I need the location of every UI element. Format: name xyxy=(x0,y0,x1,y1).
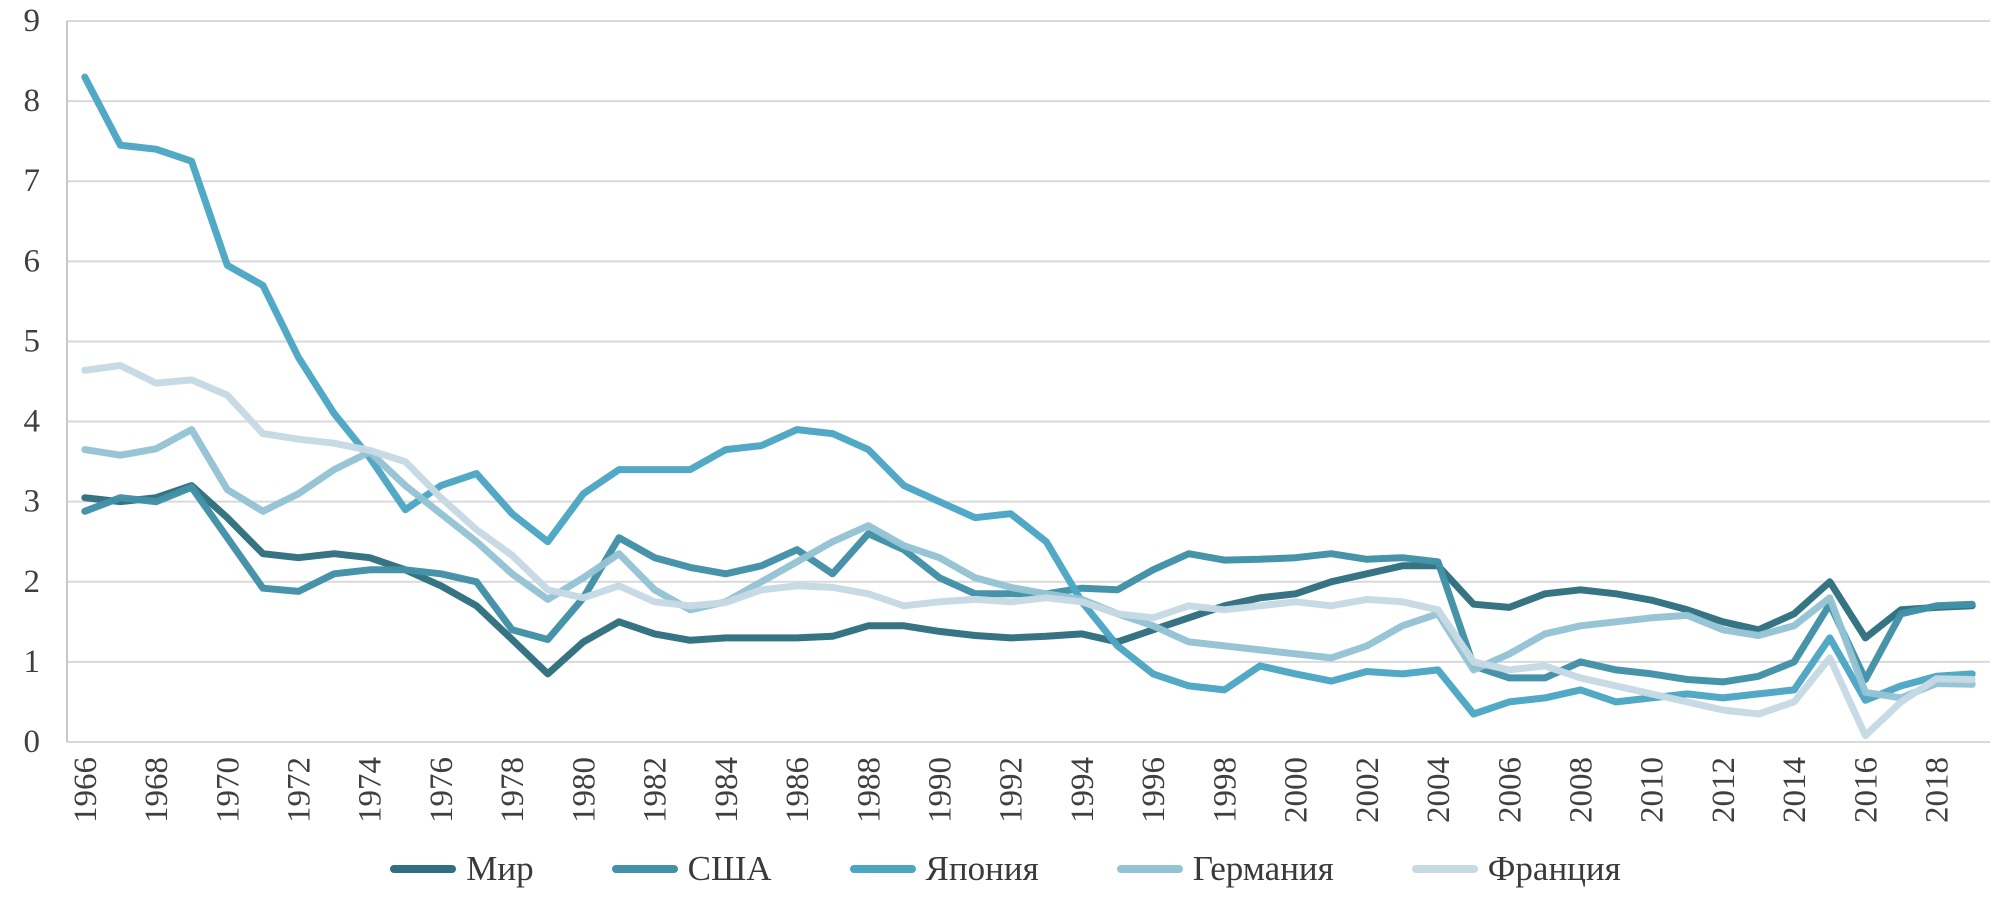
x-axis-tick-label: 2014 xyxy=(1777,757,1813,823)
legend-item-usa: США xyxy=(611,849,772,888)
y-axis-tick-label: 3 xyxy=(24,484,41,520)
x-axis-tick-label: 1992 xyxy=(994,757,1030,823)
x-axis-tick-label: 1974 xyxy=(353,757,389,823)
legend-item-germany: Германия xyxy=(1116,849,1334,888)
x-axis-tick-label: 2008 xyxy=(1563,757,1599,823)
y-axis-tick-label: 0 xyxy=(24,724,41,760)
x-axis-tick-label: 1996 xyxy=(1136,757,1172,823)
x-axis-tick-label: 1986 xyxy=(780,757,816,823)
legend-label-germany: Германия xyxy=(1192,849,1334,888)
legend-swatch-france xyxy=(1411,864,1478,873)
chart-legend: Мир США Япония Германия Франция xyxy=(0,851,2011,886)
x-axis-tick-label: 1994 xyxy=(1065,757,1101,823)
x-axis-tick-label: 1980 xyxy=(566,757,602,823)
x-axis-tick-label: 1982 xyxy=(638,757,674,823)
y-axis-tick-label: 7 xyxy=(24,163,41,199)
y-axis-tick-label: 2 xyxy=(24,564,41,600)
x-axis-tick-label: 1968 xyxy=(139,757,175,823)
x-axis-tick-label: 1970 xyxy=(210,757,246,823)
series-line-france xyxy=(81,362,1976,740)
legend-swatch-usa xyxy=(611,864,678,873)
legend-swatch-germany xyxy=(1116,864,1183,873)
x-axis-tick-label: 1988 xyxy=(851,757,887,823)
x-axis-tick-label: 1984 xyxy=(709,757,745,823)
legend-item-mir: Мир xyxy=(390,849,534,888)
series-line-germany xyxy=(81,426,1976,702)
x-axis-tick-label: 1966 xyxy=(68,757,104,823)
x-axis-tick-label: 2004 xyxy=(1421,757,1457,823)
x-axis-tick-label: 2016 xyxy=(1848,757,1884,823)
legend-item-japan: Япония xyxy=(849,849,1039,888)
x-axis-tick-label: 2002 xyxy=(1350,757,1386,823)
legend-label-japan: Япония xyxy=(925,849,1039,888)
series-line-usa xyxy=(81,483,1976,686)
legend-label-mir: Мир xyxy=(466,849,534,888)
legend-label-france: Франция xyxy=(1487,849,1621,888)
x-axis-tick-label: 1976 xyxy=(424,757,460,823)
x-axis-tick-label: 1972 xyxy=(281,757,317,823)
x-axis-tick-label: 1998 xyxy=(1207,757,1243,823)
y-axis-tick-label: 6 xyxy=(24,243,41,279)
legend-swatch-mir xyxy=(390,864,457,873)
legend-item-france: Франция xyxy=(1411,849,1621,888)
y-axis-tick-label: 5 xyxy=(24,323,41,359)
y-axis-tick-label: 8 xyxy=(24,83,41,119)
x-axis-tick-label: 2018 xyxy=(1920,757,1956,823)
x-axis-tick-label: 2012 xyxy=(1706,757,1742,823)
x-axis-tick-label: 1978 xyxy=(495,757,531,823)
x-axis-tick-label: 2006 xyxy=(1492,757,1528,823)
legend-label-usa: США xyxy=(687,849,772,888)
y-axis-tick-label: 9 xyxy=(24,3,41,39)
y-axis-tick-label: 4 xyxy=(24,404,41,440)
series-line-mir xyxy=(81,482,1976,678)
y-axis-tick-label: 1 xyxy=(24,644,41,680)
x-axis-tick-label: 2010 xyxy=(1635,757,1671,823)
legend-swatch-japan xyxy=(849,864,916,873)
x-axis-tick-label: 2000 xyxy=(1279,757,1315,823)
x-axis-tick-label: 1990 xyxy=(922,757,958,823)
